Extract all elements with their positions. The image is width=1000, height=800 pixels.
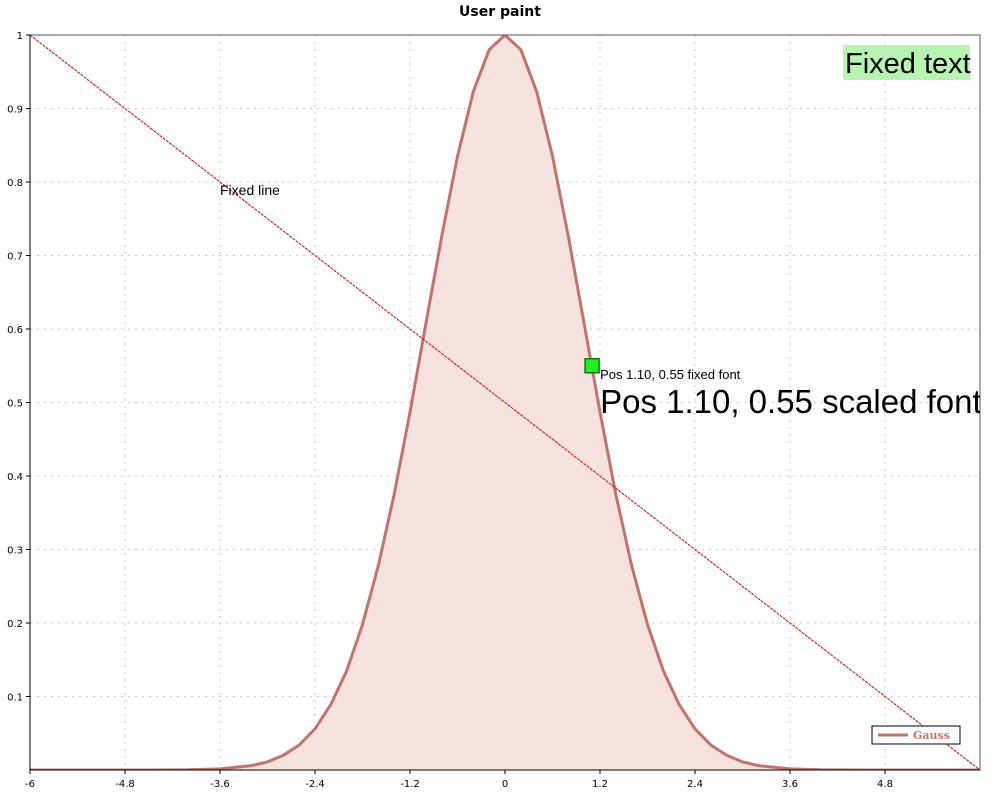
legend-label-gauss: Gauss xyxy=(913,729,950,742)
fixed-line-label: Fixed line xyxy=(220,182,280,198)
x-tick-label: 0 xyxy=(502,779,508,790)
y-tick-label: 0.6 xyxy=(7,325,23,336)
x-tick-label: -1.2 xyxy=(400,779,420,790)
y-tick-label: 0.3 xyxy=(7,546,23,557)
x-tick-label: 4.8 xyxy=(877,779,893,790)
x-tick-label: -2.4 xyxy=(305,779,325,790)
x-tick-label: -3.6 xyxy=(210,779,230,790)
x-tick-label: -4.8 xyxy=(115,779,135,790)
point-label-fixed: Pos 1.10, 0.55 fixed font xyxy=(600,367,741,382)
y-tick-label: 0.4 xyxy=(7,472,23,483)
fixed-line xyxy=(30,35,980,770)
fixed-text: Fixed text xyxy=(845,48,971,80)
legend-box xyxy=(871,725,961,745)
chart-title: User paint xyxy=(459,4,541,20)
series-line-gauss xyxy=(30,35,980,770)
y-tick-label: 1 xyxy=(17,31,23,42)
y-tick-label: 0.2 xyxy=(7,619,23,630)
y-tick-label: 0.8 xyxy=(7,178,23,189)
x-tick-label: -6 xyxy=(25,779,35,790)
x-tick-label: 1.2 xyxy=(592,779,608,790)
axes: -6 -4.8 -3.6 -2.4 -1.2 0 1.2 2.4 3.6 4.8 0.1 0.2 0.3… xyxy=(7,31,981,790)
fixed-text-background xyxy=(843,45,970,80)
y-tick-label: 0.1 xyxy=(7,693,23,704)
y-tick-label: 0.7 xyxy=(7,252,23,263)
y-tick-label: 0.5 xyxy=(7,399,23,410)
x-tick-label: 3.6 xyxy=(782,779,798,790)
point-marker xyxy=(584,358,600,374)
point-label-scaled: Pos 1.10, 0.55 scaled font xyxy=(600,383,982,420)
y-tick-label: 0.9 xyxy=(7,105,23,116)
x-tick-label: 2.4 xyxy=(687,779,703,790)
legend: Gauss xyxy=(871,725,961,745)
